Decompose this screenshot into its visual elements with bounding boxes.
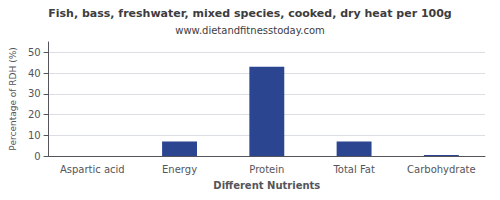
- svg-text:Protein: Protein: [249, 164, 284, 175]
- svg-text:0: 0: [34, 151, 40, 162]
- svg-text:Fish, bass, freshwater, mixed: Fish, bass, freshwater, mixed species, c…: [48, 7, 451, 20]
- svg-text:10: 10: [28, 130, 41, 141]
- svg-text:Carbohydrate: Carbohydrate: [407, 164, 476, 175]
- svg-text:Different Nutrients: Different Nutrients: [213, 180, 320, 191]
- svg-text:www.dietandfitnesstoday.com: www.dietandfitnesstoday.com: [175, 25, 324, 36]
- svg-text:20: 20: [28, 109, 41, 120]
- svg-text:30: 30: [28, 88, 41, 99]
- svg-text:50: 50: [28, 47, 41, 58]
- svg-text:Energy: Energy: [162, 164, 197, 175]
- svg-text:40: 40: [28, 68, 41, 79]
- svg-text:Aspartic acid: Aspartic acid: [60, 164, 125, 175]
- svg-text:Total Fat: Total Fat: [332, 164, 374, 175]
- svg-text:Percentage of RDH (%): Percentage of RDH (%): [8, 47, 18, 150]
